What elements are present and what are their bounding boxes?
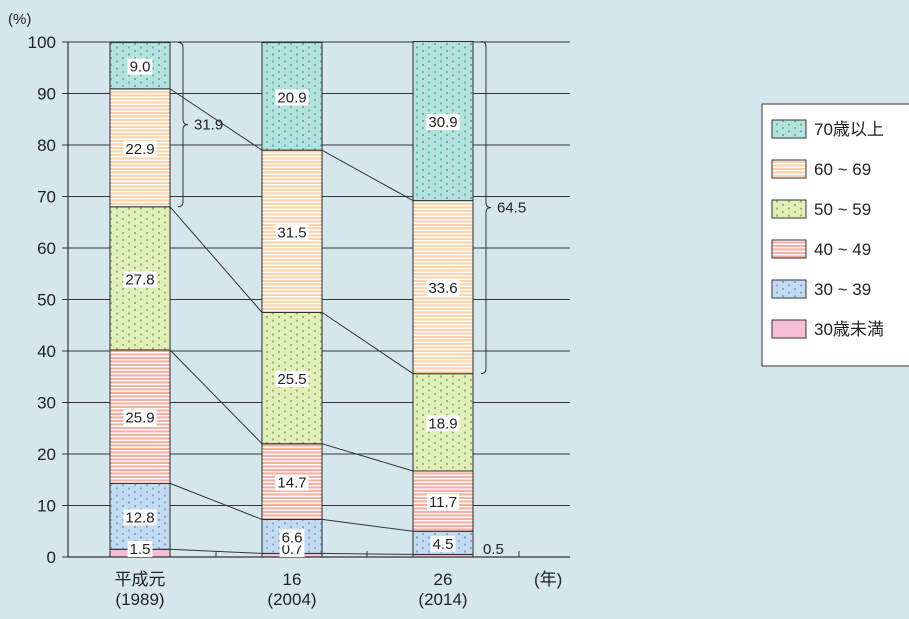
bar-value-label-bg — [275, 89, 309, 106]
connector-line — [321, 518, 414, 532]
connector-line — [169, 206, 263, 313]
bar-value-label: 11.7 — [429, 494, 457, 511]
legend-label: 60 ~ 69 — [814, 160, 871, 179]
brace-annotation — [480, 40, 492, 375]
y-tick-label: 20 — [37, 445, 56, 464]
x-axis-unit-label: (年) — [534, 570, 562, 589]
bar-value-label: 1.5 — [130, 541, 151, 558]
y-tick-label: 80 — [37, 136, 56, 155]
bar-value-label: 6.6 — [282, 529, 303, 546]
brace-annotation-label: 64.5 — [497, 200, 526, 217]
connector-line — [321, 149, 414, 202]
x-category-year: (2004) — [267, 590, 316, 609]
x-category-label: 16 — [283, 570, 302, 589]
y-tick-label: 40 — [37, 342, 56, 361]
bar-value-label: 9.0 — [130, 59, 151, 76]
annotations: 31.9 64.5 — [177, 40, 526, 375]
legend-swatch — [771, 159, 807, 179]
bar-value-label: 27.8 — [125, 271, 154, 288]
legend-swatch — [771, 119, 807, 139]
legend-label: 70歳以上 — [814, 120, 884, 139]
bar-value-label: 25.9 — [125, 410, 154, 427]
bar-value-label-bg — [275, 474, 309, 491]
bar-value-label: 12.8 — [125, 509, 154, 526]
bar-value-label-bg — [127, 541, 153, 557]
bar-value-label-bg — [123, 409, 157, 426]
y-tick-label: 60 — [37, 239, 56, 258]
bar-value-label-bg — [123, 509, 157, 526]
bars — [109, 40, 474, 558]
y-tick-label: 10 — [37, 497, 56, 516]
connector-line — [169, 482, 263, 520]
x-category-year: (1989) — [115, 590, 164, 609]
legend-swatch — [771, 199, 807, 219]
connector-line — [169, 88, 263, 151]
bar-value-label: 30.9 — [428, 114, 457, 131]
connector-line — [321, 311, 414, 375]
bar-value-label: 0.5 — [483, 541, 504, 558]
legend-swatch — [771, 239, 807, 259]
axes: 0 10 20 30 40 50 60 70 80 90 100 平成元(1989) 16(2004) 2… — [28, 33, 570, 609]
y-tick-label: 50 — [37, 291, 56, 310]
brace-annotation-label: 31.9 — [194, 117, 223, 134]
y-tick-label: 100 — [28, 33, 56, 52]
legend-swatch — [771, 319, 807, 339]
x-category-label: 平成元 — [115, 570, 166, 589]
y-axis-unit-label: (%) — [8, 11, 31, 28]
value-labels: 1.512.825.927.822.99.00.76.614.725.531.5… — [123, 58, 504, 558]
bar-value-label-bg — [426, 114, 460, 131]
legend-label: 50 ~ 59 — [814, 200, 871, 219]
bar-value-label-bg — [279, 529, 305, 546]
bar-value-label-bg — [123, 140, 157, 157]
bar-value-label: 4.5 — [433, 536, 454, 553]
legend-label: 40 ~ 49 — [814, 240, 871, 259]
bar-value-label-bg — [426, 415, 460, 432]
bar-value-label: 33.6 — [428, 280, 457, 297]
bar-value-label: 14.7 — [277, 475, 306, 492]
bar-value-label: 22.9 — [125, 141, 154, 158]
bar-value-label-bg — [430, 535, 456, 552]
y-tick-label: 90 — [37, 85, 56, 104]
x-category-label: 26 — [434, 570, 453, 589]
bar-value-label-bg — [275, 371, 309, 388]
bar-value-label-bg — [426, 280, 460, 297]
bar-value-label-bg — [123, 271, 157, 288]
bar-value-label-bg — [127, 58, 153, 75]
bar-value-label-bg — [426, 494, 460, 511]
bar-value-label: 20.9 — [277, 89, 306, 106]
y-tick-label: 0 — [47, 548, 56, 567]
legend-label: 30 ~ 39 — [814, 280, 871, 299]
y-tick-label: 70 — [37, 188, 56, 207]
bar-value-label-bg — [275, 224, 309, 241]
bar-value-label: 31.5 — [277, 224, 306, 241]
x-category-year: (2014) — [418, 590, 467, 609]
legend-swatch — [771, 279, 807, 299]
connector-line — [321, 443, 414, 472]
brace-annotation — [177, 42, 189, 208]
legend-label: 30歳未満 — [814, 320, 884, 339]
bar-value-label: 25.5 — [277, 371, 306, 388]
bar-value-label: 18.9 — [428, 415, 457, 432]
y-tick-label: 30 — [37, 394, 56, 413]
legend: 70歳以上 60 ~ 69 50 ~ 59 40 ~ 49 30 ~ 39 30歳未満 — [761, 103, 909, 367]
connector-line — [169, 349, 263, 445]
